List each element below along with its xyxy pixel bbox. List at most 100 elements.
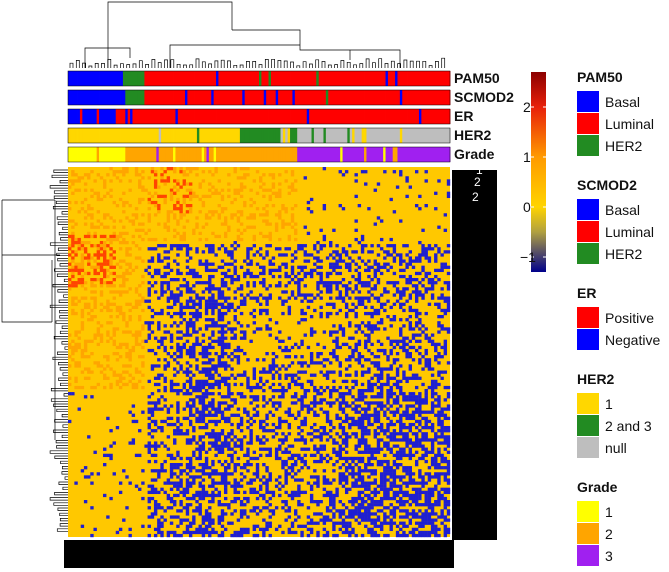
heatmap-cell <box>125 241 129 245</box>
heatmap-cell <box>214 299 218 303</box>
heatmap-cell <box>83 302 88 306</box>
annotation-cell <box>392 109 396 124</box>
heatmap-cell <box>176 392 180 396</box>
heatmap-cell <box>297 398 301 402</box>
heatmap-cell <box>300 342 304 347</box>
heatmap-cell <box>430 444 435 448</box>
heatmap-cell <box>424 419 428 424</box>
heatmap-cell <box>376 311 381 316</box>
heatmap-cell <box>434 355 438 359</box>
heatmap-cell <box>399 333 403 337</box>
heatmap-cell <box>332 324 336 328</box>
heatmap-cell <box>208 290 212 294</box>
heatmap-cell <box>367 290 371 294</box>
heatmap-cell <box>399 345 403 350</box>
annotation-cell <box>349 128 353 143</box>
heatmap-cell <box>157 311 161 316</box>
annotation-cell <box>163 147 167 162</box>
heatmap-cell <box>83 182 88 186</box>
annotation-cell <box>426 71 429 86</box>
heatmap-cell <box>128 265 132 269</box>
heatmap-cell <box>309 382 314 387</box>
heatmap-cell <box>389 318 393 322</box>
heatmap-cell <box>141 299 145 303</box>
heatmap-cell <box>236 456 241 461</box>
heatmap-cell <box>239 330 244 334</box>
heatmap-cell <box>252 419 257 424</box>
heatmap-cell <box>421 401 425 405</box>
heatmap-cell <box>195 364 199 368</box>
heatmap-cell <box>109 247 113 251</box>
heatmap-cell <box>74 179 78 183</box>
heatmap-cell <box>338 447 342 451</box>
heatmap-cell <box>274 426 279 430</box>
heatmap-cell <box>309 333 314 337</box>
annotation-cell <box>89 109 93 124</box>
heatmap-cell <box>395 385 400 390</box>
heatmap-cell <box>103 305 107 310</box>
heatmap-cell <box>278 382 282 387</box>
annotation-cell <box>216 147 219 162</box>
heatmap-cell <box>252 413 257 417</box>
heatmap-cell <box>313 401 317 405</box>
heatmap-cell <box>103 355 107 359</box>
heatmap-cell <box>109 453 113 458</box>
heatmap-cell <box>182 225 186 229</box>
heatmap-cell <box>153 444 158 448</box>
heatmap-cell <box>198 210 202 214</box>
heatmap-cell <box>239 336 244 340</box>
heatmap-cell <box>236 191 241 195</box>
heatmap-cell <box>204 466 209 470</box>
heatmap-cell <box>208 188 212 192</box>
heatmap-cell <box>185 490 190 495</box>
heatmap-cell <box>313 262 317 266</box>
annotation-cell <box>142 90 145 105</box>
annotation-cell <box>118 71 121 86</box>
annotation-cell <box>158 109 162 124</box>
heatmap-cell <box>405 490 409 495</box>
heatmap-cell <box>414 333 419 337</box>
heatmap-cell <box>236 188 241 192</box>
heatmap-cell <box>370 315 374 319</box>
heatmap-cell <box>344 287 349 291</box>
heatmap-cell <box>402 345 406 350</box>
heatmap-cell <box>335 253 339 257</box>
heatmap-cell <box>389 432 393 436</box>
heatmap-cell <box>141 355 145 359</box>
annotation-cell <box>192 71 195 86</box>
heatmap-cell <box>122 290 126 294</box>
heatmap-cell <box>278 284 282 288</box>
heatmap-cell <box>367 450 371 454</box>
heatmap-cell <box>223 459 228 464</box>
heatmap-cell <box>430 278 435 282</box>
heatmap-cell <box>169 268 174 273</box>
annotation-cell <box>368 109 372 124</box>
heatmap-cell <box>147 500 151 504</box>
heatmap-cell <box>424 204 428 208</box>
heatmap-cell <box>402 244 406 248</box>
heatmap-cell <box>437 419 441 424</box>
heatmap-cell <box>169 191 174 195</box>
heatmap-cell <box>141 385 145 390</box>
heatmap-cell <box>147 432 151 436</box>
heatmap-cell <box>208 404 212 408</box>
annotation-cell <box>347 90 351 105</box>
heatmap-cell <box>185 367 190 371</box>
heatmap-cell <box>214 481 218 485</box>
heatmap-cell <box>265 296 269 300</box>
heatmap-cell <box>259 385 263 390</box>
annotation-cell <box>263 90 267 105</box>
annotation-cell <box>278 71 281 86</box>
heatmap-cell <box>115 176 120 180</box>
heatmap-cell <box>141 373 145 377</box>
annotation-cell <box>340 90 343 105</box>
heatmap-cell <box>386 268 390 273</box>
heatmap-cell <box>309 379 314 384</box>
heatmap-cell <box>259 185 263 189</box>
heatmap-cell <box>96 253 101 257</box>
heatmap-cell <box>93 302 97 306</box>
heatmap-cell <box>268 385 272 390</box>
heatmap-cell <box>446 327 451 331</box>
heatmap-cell <box>214 469 218 473</box>
annotation-cell <box>232 109 236 124</box>
